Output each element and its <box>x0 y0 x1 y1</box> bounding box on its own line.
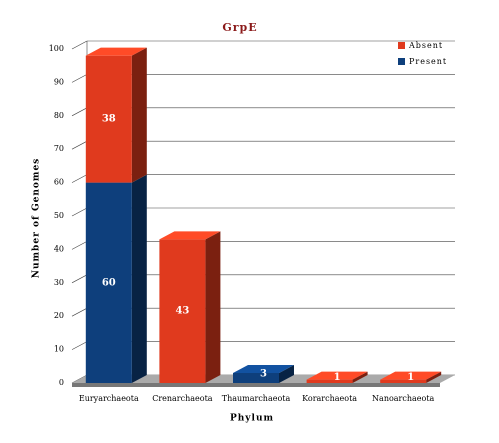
y-tick-label: 60 <box>54 178 64 187</box>
y-tick-label: 70 <box>54 144 64 153</box>
x-tick-label: Korarchaeota <box>302 394 357 403</box>
bar-side <box>426 371 442 383</box>
y-tick-label: 80 <box>54 111 64 120</box>
bar <box>233 372 279 383</box>
y-tick-label: 100 <box>49 44 64 53</box>
x-tick-label: Euryarchaeota <box>79 394 139 403</box>
legend-label: Present <box>409 57 447 66</box>
y-tick-label: 10 <box>54 345 64 354</box>
y-tick-label: 30 <box>54 278 64 287</box>
grid-diagonal <box>71 40 88 50</box>
y-tick-label: 0 <box>59 378 64 387</box>
bar-top <box>306 371 368 380</box>
grid-diagonal <box>71 107 88 117</box>
data-label: 1 <box>334 372 341 383</box>
floor-edge <box>72 383 440 387</box>
x-tick-label: Nanoarchaeota <box>372 394 435 403</box>
grid-diagonal <box>71 241 88 250</box>
legend-swatch <box>398 42 405 49</box>
y-tick-label: 90 <box>54 77 64 86</box>
bar-top <box>380 371 442 380</box>
data-label: 3 <box>260 368 267 379</box>
data-label: 43 <box>175 306 189 317</box>
bar-side <box>205 231 221 383</box>
bar <box>159 239 206 383</box>
grid-diagonal <box>71 74 88 83</box>
grid-diagonal <box>71 207 88 217</box>
y-tick-label: 50 <box>54 211 64 220</box>
bar-side <box>279 364 294 383</box>
legend-swatch <box>398 58 405 65</box>
legend-label: Absent <box>408 41 443 50</box>
y-tick-label: 20 <box>54 311 64 320</box>
grid-diagonal <box>71 274 88 284</box>
x-tick-label: Crenarchaeota <box>152 394 213 403</box>
grid-diagonal <box>71 140 88 150</box>
data-label: 60 <box>102 277 116 288</box>
bar <box>85 182 132 383</box>
grid-diagonal <box>71 307 88 317</box>
bar-top <box>159 231 221 240</box>
bar <box>85 55 132 183</box>
grid-diagonal <box>71 174 88 183</box>
bar-top <box>85 47 147 56</box>
grid-diagonal <box>71 341 88 350</box>
bar-side <box>131 47 147 183</box>
x-tick-label: Thaumarchaeota <box>222 394 291 403</box>
data-label: 1 <box>407 372 414 383</box>
bar-side <box>131 174 147 383</box>
data-label: 38 <box>102 114 116 125</box>
bar-side <box>352 371 368 383</box>
x-axis-title: Phylum <box>230 414 274 424</box>
y-tick-label: 40 <box>54 244 64 253</box>
bar <box>380 379 427 383</box>
chart-title: GrpE <box>222 21 257 34</box>
bar-top <box>233 364 294 373</box>
y-axis-title: Number of Genomes <box>32 158 42 278</box>
bar <box>306 379 353 383</box>
